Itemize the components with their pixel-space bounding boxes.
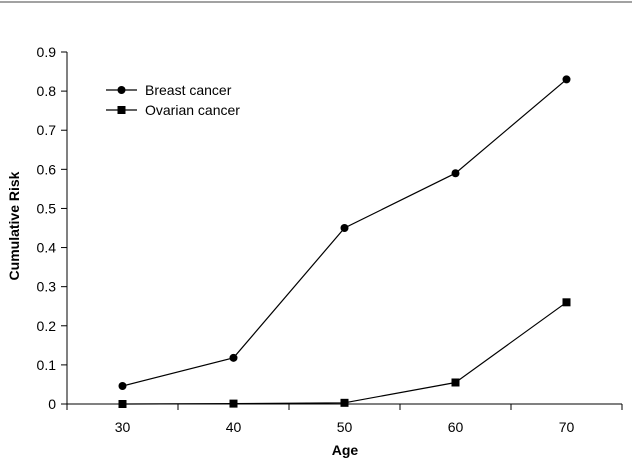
legend-item-breast-cancer: Breast cancer <box>106 82 232 98</box>
y-tick-label: 0.7 <box>37 122 57 138</box>
y-tick-label: 0 <box>48 396 56 412</box>
x-tick-label: 40 <box>226 419 242 435</box>
legend-item-ovarian-cancer: Ovarian cancer <box>106 102 240 118</box>
legend-square-marker <box>117 106 126 114</box>
data-point-ovarian-cancer <box>340 398 349 407</box>
series-layer <box>118 75 571 408</box>
series-line-ovarian-cancer <box>122 301 567 405</box>
y-tick-label: 0.6 <box>37 161 57 177</box>
x-tick-label: 60 <box>448 419 464 435</box>
x-tick-label: 30 <box>115 419 131 435</box>
y-axis-title: Cumulative Risk <box>6 171 22 280</box>
x-tick-label: 50 <box>337 419 353 435</box>
data-point-breast-cancer <box>118 382 127 391</box>
y-tick-label: 0.1 <box>37 357 57 373</box>
data-point-ovarian-cancer <box>562 298 571 307</box>
series-breast-cancer <box>118 75 571 391</box>
data-point-breast-cancer <box>340 224 349 232</box>
y-tick-label: 0.5 <box>37 200 57 216</box>
data-point-ovarian-cancer <box>118 400 127 408</box>
data-point-breast-cancer <box>229 353 238 362</box>
x-tick-label: 70 <box>559 419 575 435</box>
y-tick-label: 0.9 <box>37 44 57 60</box>
x-axis-title: Age <box>332 442 359 458</box>
y-tick-label: 0.3 <box>37 279 57 295</box>
data-point-ovarian-cancer <box>229 399 238 408</box>
y-tick-label: 0.4 <box>37 240 57 256</box>
legend: Breast cancer Ovarian cancer <box>106 82 240 118</box>
data-point-ovarian-cancer <box>451 378 460 387</box>
data-point-breast-cancer <box>562 75 571 84</box>
series-line-breast-cancer <box>122 78 567 387</box>
y-tick-label: 0.2 <box>37 318 57 334</box>
y-tick-label: 0.8 <box>37 83 57 99</box>
series-ovarian-cancer <box>118 298 571 408</box>
data-point-breast-cancer <box>451 169 460 178</box>
legend-label: Breast cancer <box>145 82 232 98</box>
legend-label: Ovarian cancer <box>145 102 240 118</box>
legend-circle-marker <box>117 86 126 94</box>
axes: 0 0.1 0.2 0.3 0.4 0.5 0.6 0.7 0.8 0.9 30 40 50 60 70 <box>37 44 623 435</box>
